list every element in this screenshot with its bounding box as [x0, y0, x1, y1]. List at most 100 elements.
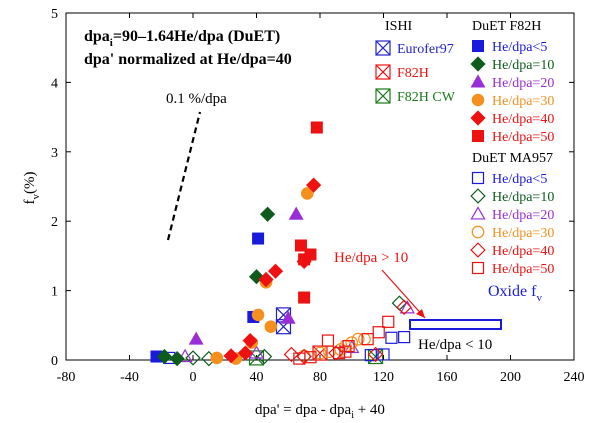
data-point-duet-f82h-he-dpa-40 [258, 271, 274, 288]
x-tick-label: 0 [190, 370, 197, 385]
data-point-duet-f82h-he-dpa-50 [310, 121, 323, 134]
legend-entry-label: He/dpa=30 [492, 94, 554, 109]
data-point-duet-ma957-he-dpa-40 [367, 346, 384, 363]
formula-annotation: dpai=90–1.64He/dpa (DuET) [84, 28, 280, 49]
legend-entry-label: He/dpa=10 [492, 190, 554, 205]
x-tick-label: -40 [120, 370, 139, 385]
x-tick-label: 160 [437, 370, 458, 385]
data-point-duet-ma957-he-dpa-50 [304, 351, 317, 364]
data-point-duet-f82h-he-dpa-5 [252, 232, 265, 245]
x-tick-label: 200 [500, 370, 521, 385]
y-tick-label: 5 [51, 7, 58, 22]
data-point-duet-f82h-he-dpa-30 [264, 320, 278, 333]
data-point-duet-f82h-he-dpa-40 [242, 332, 258, 349]
y-tick-label: 4 [51, 76, 58, 91]
normalized-annotation: dpa' normalized at He/dpa=40 [84, 51, 292, 68]
data-point-duet-ma957-he-dpa-50 [361, 333, 374, 346]
legend-group-title: DuET F82H [472, 19, 541, 34]
y-tick-label: 3 [51, 146, 58, 161]
legend-marker [470, 110, 486, 126]
legend-marker [472, 130, 484, 142]
he-gt-arrowhead [416, 309, 425, 318]
data-point-duet-f82h-he-dpa-40 [306, 177, 322, 193]
legend-marker [471, 171, 485, 185]
rate-dashed-line [166, 111, 202, 241]
data-point-duet-ma957-he-dpa-50 [382, 315, 395, 328]
x-tick-label: 120 [373, 370, 394, 385]
x-tick-label: 40 [250, 370, 264, 385]
data-point-duet-ma957-he-dpa-5 [377, 348, 390, 361]
he-gt-annotation: He/dpa > 10 [334, 250, 408, 266]
legend-marker [375, 40, 391, 56]
legend-entry-label: He/dpa=40 [492, 112, 554, 127]
data-point-duet-ma957-he-dpa-40 [296, 348, 312, 365]
legend-group-title: ISHI [385, 19, 413, 34]
data-point-duet-ma957-he-dpa-30 [313, 346, 327, 360]
data-point-duet-ma957-he-dpa-5 [398, 330, 411, 344]
legend-marker [471, 225, 485, 239]
data-point-duet-ma957-he-dpa-50 [372, 326, 385, 339]
legend-marker [470, 56, 486, 72]
legend-marker [471, 261, 485, 275]
legend-marker [471, 93, 485, 107]
data-point-duet-f82h-he-dpa-30 [210, 351, 224, 365]
y-axis-label: fv(%) [22, 172, 42, 205]
data-point-duet-f82h-he-dpa-10 [169, 351, 185, 367]
y-tick-label: 0 [51, 354, 58, 369]
x-tick-label: 80 [313, 370, 327, 385]
legend-entry-label: He/dpa=10 [492, 58, 554, 73]
x-axis-label: dpa' = dpa - dpai + 40 [255, 402, 385, 421]
rate-annotation: 0.1 %/dpa [166, 91, 227, 107]
legend-entry-label: F82H [397, 66, 429, 81]
he-gt-arrow [381, 269, 426, 319]
axis-ticks: -80 -40 0 40 80 120 160 200 240 0 1 2 3 4 5 [51, 7, 585, 385]
data-point-duet-f82h-he-dpa-50 [298, 291, 311, 304]
data-point-duet-ma957-he-dpa-40 [396, 299, 412, 315]
data-point-duet-ma957-he-dpa-50 [332, 346, 346, 360]
data-point-duet-ma957-he-dpa-5 [364, 349, 377, 362]
data-point-duet-ma957-he-dpa-50 [321, 334, 335, 347]
y-tick-label: 1 [51, 285, 58, 300]
data-point-duet-f82h-he-dpa-30 [301, 187, 314, 200]
data-point-duet-ma957-he-dpa-40 [283, 346, 300, 363]
data-points [150, 121, 415, 367]
data-point-duet-f82h-he-dpa-50 [294, 239, 307, 252]
data-point-duet-f82h-he-dpa-50 [304, 248, 317, 261]
data-point-duet-ma957-he-dpa-30 [351, 332, 365, 346]
data-point-duet-ma957-he-dpa-30 [345, 336, 359, 350]
data-point-duet-f82h-he-dpa-30 [251, 308, 265, 322]
legend-marker [470, 206, 486, 220]
data-point-duet-ma957-he-dpa-10 [256, 348, 273, 365]
data-point-duet-f82h-he-dpa-10 [260, 206, 276, 222]
data-point-duet-f82h-he-dpa-40 [267, 263, 284, 279]
data-point-duet-f82h-he-dpa-20 [188, 331, 204, 345]
oxide-fv-label: Oxide fv [488, 283, 542, 304]
data-point-duet-f82h-he-dpa-10 [156, 348, 173, 365]
legend-group-title: DuET MA957 [472, 151, 553, 166]
legend-entry-label: He/dpa<5 [492, 172, 547, 187]
legend-marker [375, 64, 391, 80]
legend: ISHI Eurofer97 F82H F82H CW DuET F82H He/dpa<… [375, 19, 554, 277]
data-point-duet-f82h-he-dpa-40 [223, 348, 239, 364]
legend-marker [470, 188, 486, 204]
x-tick-label: -80 [57, 370, 76, 385]
oxide-fv-bar [409, 319, 502, 330]
data-point-duet-f82h-he-dpa-40 [237, 345, 253, 361]
legend-entry-label: He/dpa<5 [492, 40, 547, 55]
data-point-duet-ma957-he-dpa-50 [342, 340, 355, 353]
legend-marker [470, 74, 486, 88]
legend-entry-label: He/dpa=50 [492, 262, 554, 277]
data-point-duet-f82h-he-dpa-20 [280, 310, 296, 324]
legend-entry-label: He/dpa=30 [492, 226, 554, 241]
legend-entry-label: He/dpa=50 [492, 130, 554, 145]
legend-entry-label: He/dpa=40 [492, 244, 554, 259]
legend-entry-label: He/dpa=20 [492, 208, 554, 223]
x-tick-label: 240 [564, 370, 585, 385]
data-point-duet-f82h-he-dpa-20 [288, 206, 304, 220]
data-point-duet-ma957-he-dpa-5 [385, 331, 398, 344]
legend-entry-label: Eurofer97 [397, 42, 454, 57]
legend-entry-label: F82H CW [397, 90, 456, 105]
legend-marker [472, 40, 484, 52]
legend-marker [470, 242, 486, 258]
